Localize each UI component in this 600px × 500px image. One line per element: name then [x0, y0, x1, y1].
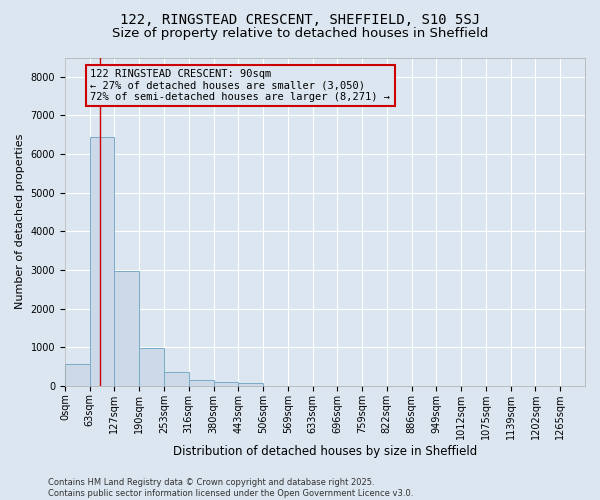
Bar [139, 348, 164, 386]
Text: Contains HM Land Registry data © Crown copyright and database right 2025.
Contai: Contains HM Land Registry data © Crown c… [48, 478, 413, 498]
Text: 122 RINGSTEAD CRESCENT: 90sqm
← 27% of detached houses are smaller (3,050)
72% o: 122 RINGSTEAD CRESCENT: 90sqm ← 27% of d… [91, 69, 391, 102]
Bar [65, 364, 89, 386]
Text: Size of property relative to detached houses in Sheffield: Size of property relative to detached ho… [112, 28, 488, 40]
Bar [89, 136, 115, 386]
Bar [164, 372, 189, 386]
Bar [115, 270, 139, 386]
Y-axis label: Number of detached properties: Number of detached properties [15, 134, 25, 310]
Text: 122, RINGSTEAD CRESCENT, SHEFFIELD, S10 5SJ: 122, RINGSTEAD CRESCENT, SHEFFIELD, S10 … [120, 12, 480, 26]
X-axis label: Distribution of detached houses by size in Sheffield: Distribution of detached houses by size … [173, 444, 477, 458]
Bar [214, 382, 238, 386]
Bar [238, 383, 263, 386]
Bar [189, 380, 214, 386]
